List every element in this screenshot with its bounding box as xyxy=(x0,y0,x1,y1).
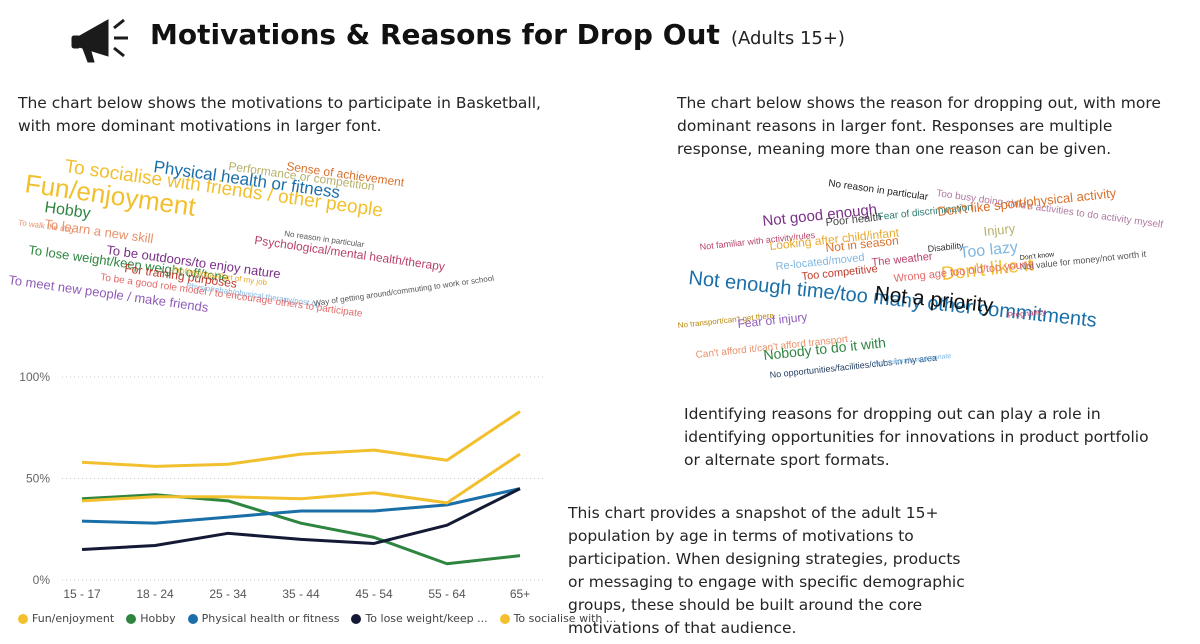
x-tick-label: 65+ xyxy=(510,587,530,601)
legend-item[interactable]: Fun/enjoyment xyxy=(18,612,114,625)
x-tick-label: 25 - 34 xyxy=(209,587,247,601)
dropout-word: Disability xyxy=(927,240,964,254)
legend-swatch xyxy=(18,613,28,624)
legend-label: Hobby xyxy=(140,612,176,625)
motivations-intro: The chart below shows the motivations to… xyxy=(18,94,541,135)
legend-item[interactable]: To lose weight/keep ... xyxy=(351,612,488,625)
dropout-word: The weather xyxy=(871,251,933,269)
legend-item[interactable]: To socialise with ... xyxy=(499,612,617,625)
legend-label: Physical health or fitness xyxy=(201,612,340,625)
legend-label: Fun/enjoyment xyxy=(32,612,115,625)
x-tick-label: 15 - 17 xyxy=(63,587,101,601)
motivation-word: Way of getting around/commuting to work … xyxy=(313,274,495,308)
legend-swatch xyxy=(126,613,137,624)
dropout-word: Pregnancy xyxy=(1007,307,1046,320)
dropout-word: Injury xyxy=(983,221,1017,239)
dropout-word: Don't know xyxy=(1019,251,1055,262)
series-line[interactable] xyxy=(81,452,521,505)
legend-item[interactable]: Hobby xyxy=(126,612,176,625)
series-line[interactable] xyxy=(81,487,521,525)
age-line-chart: 0% 50% 100% 15 - 17 18 - 24 25 - 34 35 - 44 45 … xyxy=(19,370,545,601)
dropout-wordcloud: No reason in particular Too busy doing ch… xyxy=(677,178,1164,380)
dropout-word: No reason in particular xyxy=(828,178,930,203)
y-tick-label: 50% xyxy=(26,472,50,486)
dropout-intro: The chart below shows the reason for dro… xyxy=(677,94,1161,158)
chart-legend: Fun/enjoyment Hobby Physical health or fit… xyxy=(18,612,616,625)
motivation-word: Hobby xyxy=(43,199,91,222)
page-title: Motivations & Reasons for Drop Out (Adul… xyxy=(150,18,845,51)
motivation-word: To learn a new skill xyxy=(44,216,155,246)
age-note: This chart provides a snapshot of the ad… xyxy=(568,504,965,637)
dropout-note: Identifying reasons for dropping out can… xyxy=(684,405,1149,469)
legend-swatch xyxy=(187,613,198,624)
x-tick-label: 35 - 44 xyxy=(282,587,320,601)
series-line[interactable] xyxy=(81,487,521,552)
x-tick-label: 55 - 64 xyxy=(428,587,466,601)
x-tick-label: 18 - 24 xyxy=(136,587,174,601)
dropout-word: Too lazy xyxy=(959,239,1019,262)
legend-swatch xyxy=(351,613,362,624)
dropout-word: Poor health xyxy=(825,211,882,229)
legend-label: To socialise with ... xyxy=(513,612,617,625)
y-tick-label: 100% xyxy=(19,370,50,384)
legend-item[interactable]: Physical health or fitness xyxy=(187,612,340,625)
series-line[interactable] xyxy=(81,410,521,468)
y-tick-label: 0% xyxy=(33,573,51,587)
megaphone-icon xyxy=(71,18,128,63)
title-main: Motivations & Reasons for Drop Out xyxy=(150,18,720,51)
legend-label: To lose weight/keep ... xyxy=(365,612,488,625)
legend-swatch xyxy=(499,613,510,624)
title-suffix: (Adults 15+) xyxy=(730,28,845,49)
series-line[interactable] xyxy=(81,493,521,566)
x-tick-label: 45 - 54 xyxy=(355,587,393,601)
